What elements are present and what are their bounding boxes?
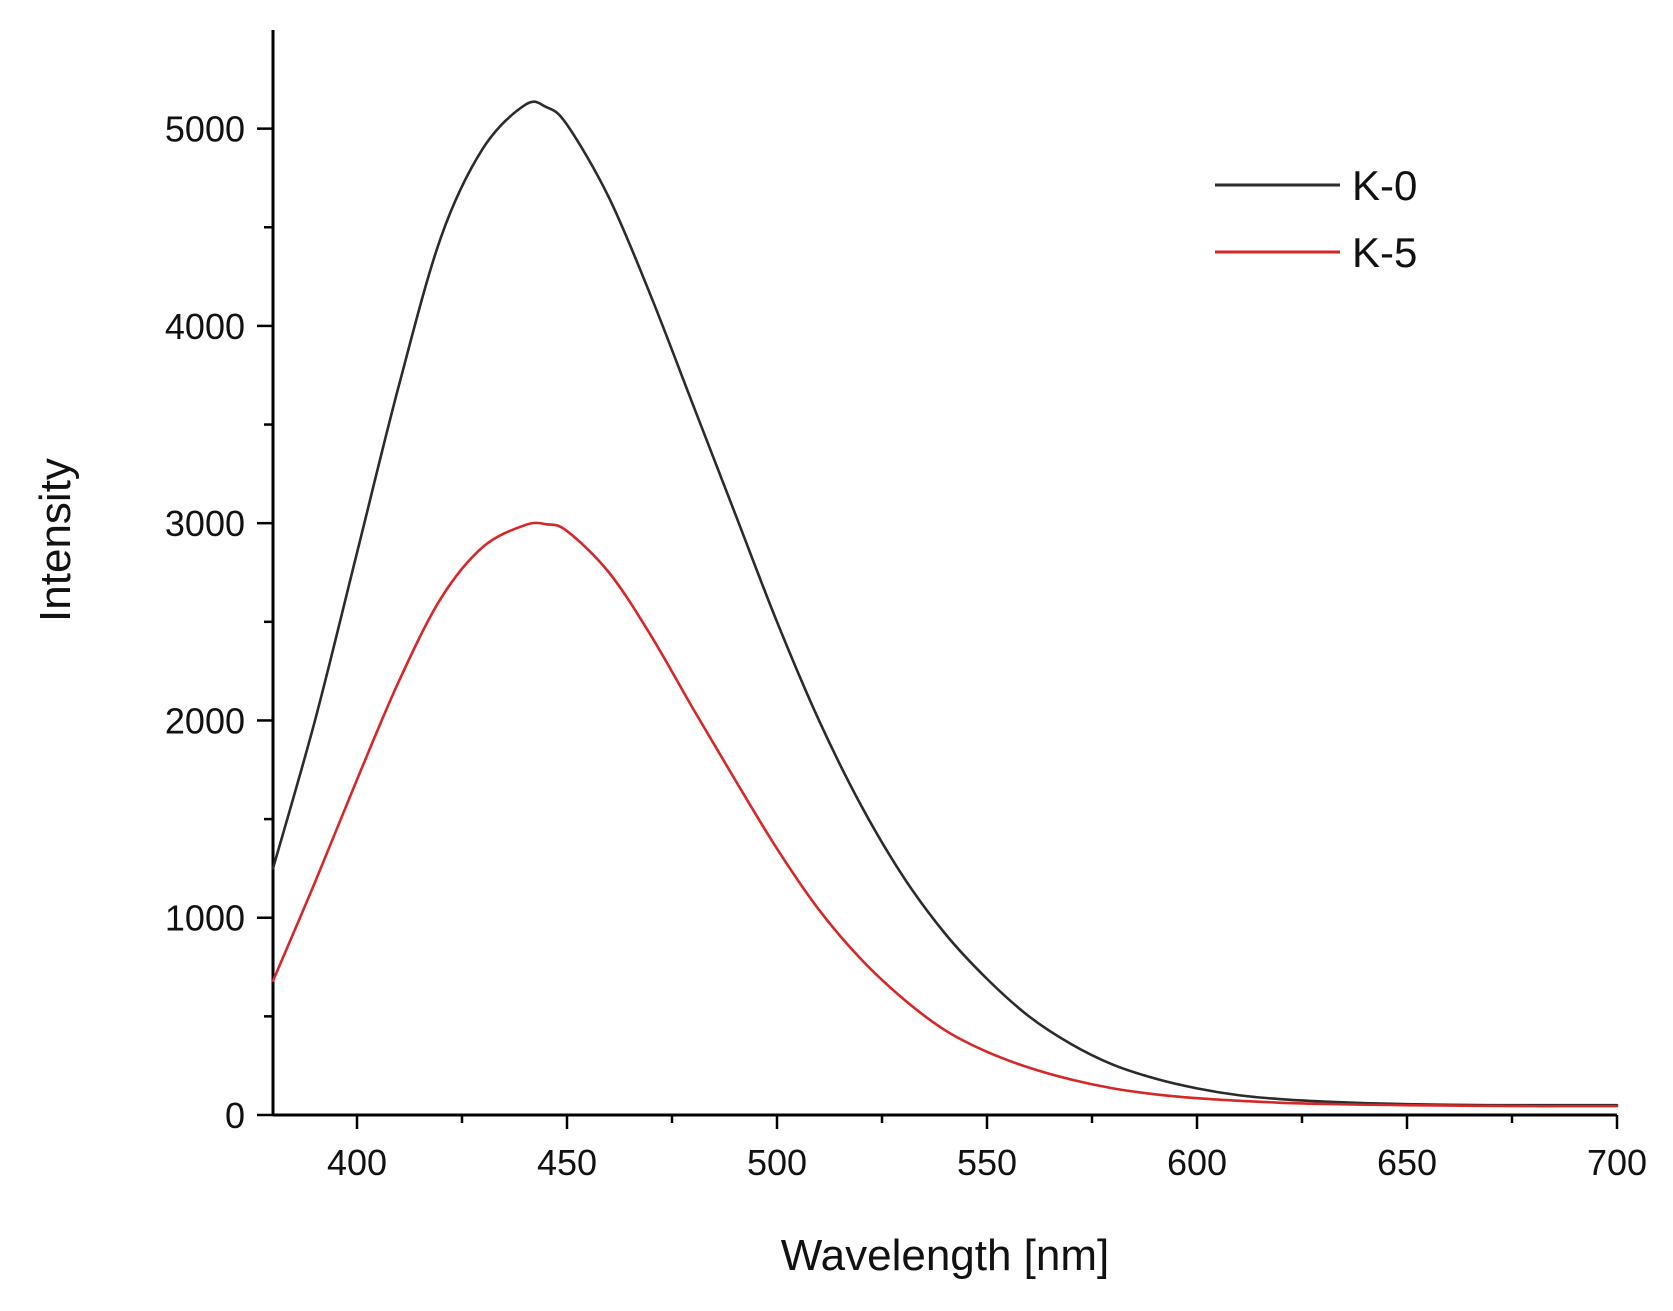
x-tick-label: 550 [957,1142,1017,1183]
y-axis-title: Intensity [31,458,80,622]
x-tick-label: 700 [1587,1142,1647,1183]
legend: K-0 K-5 [1215,162,1417,276]
series-line-k5 [271,521,1619,1108]
y-tick-label: 4000 [165,306,245,347]
y-tick-label: 2000 [165,700,245,741]
axes [271,30,1617,1117]
series-line-k0 [271,100,1619,1107]
series-lines [271,100,1619,1108]
legend-label-k5: K-5 [1352,229,1417,276]
tick-marks [257,127,1619,1129]
y-tick-label: 3000 [165,503,245,544]
x-tick-label: 500 [747,1142,807,1183]
x-tick-label: 650 [1377,1142,1437,1183]
legend-label-k0: K-0 [1352,162,1417,209]
y-tick-label: 0 [225,1095,245,1136]
y-tick-label: 5000 [165,109,245,150]
x-tick-label: 400 [327,1142,387,1183]
tick-labels: 400 450 500 550 600 650 700 0 1000 2000 3000 4000 50… [165,109,1647,1183]
x-tick-label: 600 [1167,1142,1227,1183]
x-tick-label: 450 [537,1142,597,1183]
y-tick-label: 1000 [165,898,245,939]
x-axis-title: Wavelength [nm] [781,1231,1110,1280]
